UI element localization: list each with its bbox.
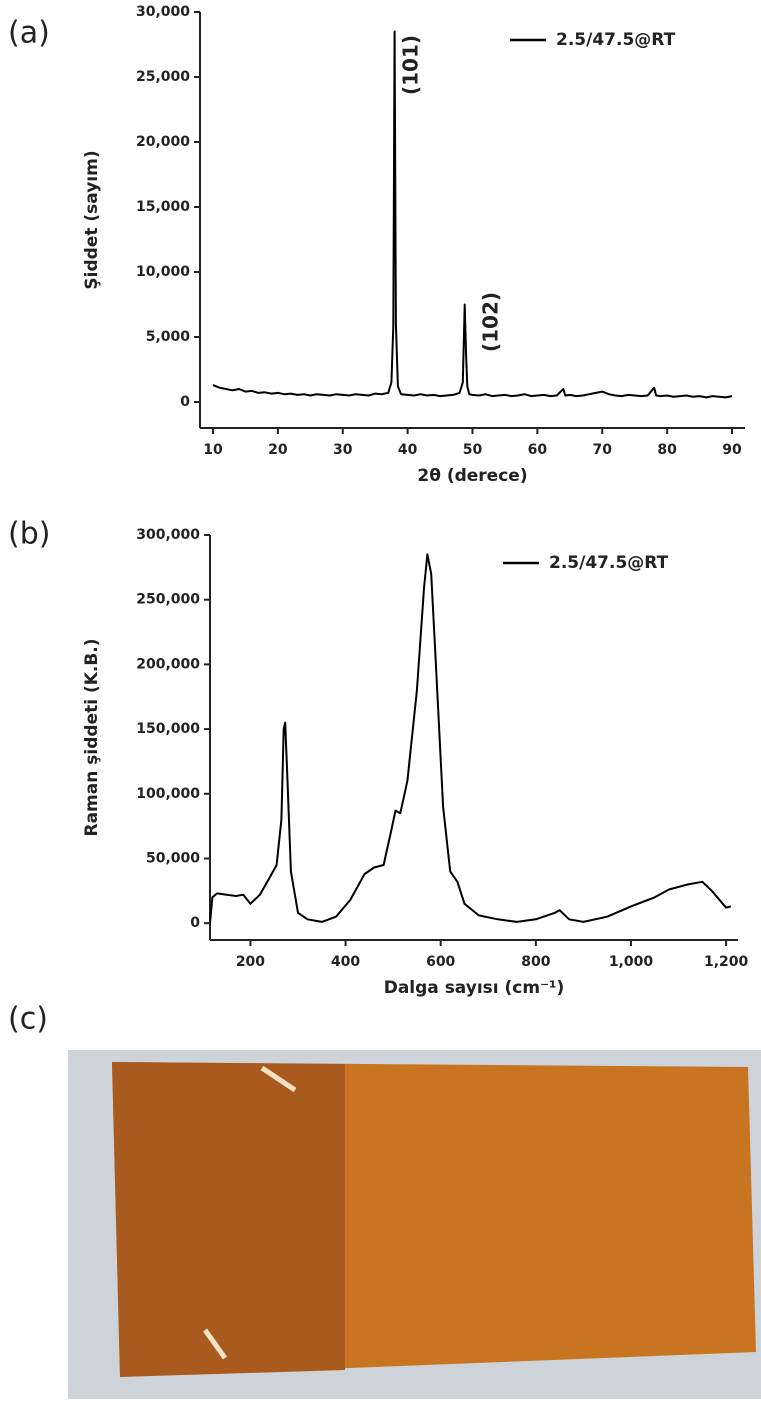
x-tick-label: 90 bbox=[722, 442, 742, 458]
x-tick-label: 30 bbox=[333, 442, 353, 458]
y-tick-label: 5,000 bbox=[146, 329, 191, 345]
x-tick-label: 600 bbox=[426, 954, 455, 970]
x-tick-label: 400 bbox=[331, 954, 360, 970]
y-tick-label: 10,000 bbox=[136, 264, 190, 280]
y-tick-label: 50,000 bbox=[146, 850, 200, 866]
x-axis-label: 2θ (derece) bbox=[417, 466, 527, 486]
x-tick-label: 60 bbox=[528, 442, 548, 458]
x-axis-label: Dalga sayısı (cm⁻¹) bbox=[384, 978, 565, 998]
x-tick-label: 80 bbox=[657, 442, 677, 458]
y-axis-label: Raman şiddeti (K.B.) bbox=[82, 638, 102, 836]
y-tick-label: 25,000 bbox=[136, 69, 190, 85]
y-axis-label: Şiddet (sayım) bbox=[82, 150, 102, 289]
y-tick-label: 20,000 bbox=[136, 134, 190, 150]
data-line bbox=[209, 553, 732, 924]
annotation: (102) bbox=[479, 292, 503, 352]
y-tick-label: 100,000 bbox=[136, 786, 200, 802]
x-tick-label: 70 bbox=[593, 442, 613, 458]
data-line bbox=[212, 30, 733, 399]
y-tick-label: 300,000 bbox=[136, 527, 200, 543]
y-tick-label: 250,000 bbox=[136, 592, 200, 608]
legend-label: 2.5/47.5@RT bbox=[549, 553, 669, 573]
x-tick-label: 200 bbox=[236, 954, 265, 970]
y-tick-label: 15,000 bbox=[136, 199, 190, 215]
y-tick-label: 200,000 bbox=[136, 656, 200, 672]
sample-photo bbox=[68, 1050, 761, 1399]
x-tick-label: 1,000 bbox=[609, 954, 654, 970]
panel-label: (b) bbox=[8, 517, 50, 552]
x-tick-label: 10 bbox=[203, 442, 223, 458]
annotation: (101) bbox=[399, 35, 423, 95]
panel-label: (c) bbox=[8, 1002, 48, 1037]
x-tick-label: 1,200 bbox=[704, 954, 749, 970]
y-tick-label: 150,000 bbox=[136, 721, 200, 737]
x-tick-label: 20 bbox=[268, 442, 288, 458]
panel-label: (a) bbox=[8, 16, 50, 51]
x-tick-label: 40 bbox=[398, 442, 418, 458]
legend-label: 2.5/47.5@RT bbox=[556, 30, 676, 50]
y-tick-label: 0 bbox=[180, 394, 190, 410]
y-tick-label: 30,000 bbox=[136, 4, 190, 20]
y-tick-label: 0 bbox=[190, 915, 200, 931]
x-tick-label: 800 bbox=[521, 954, 550, 970]
x-tick-label: 50 bbox=[463, 442, 483, 458]
